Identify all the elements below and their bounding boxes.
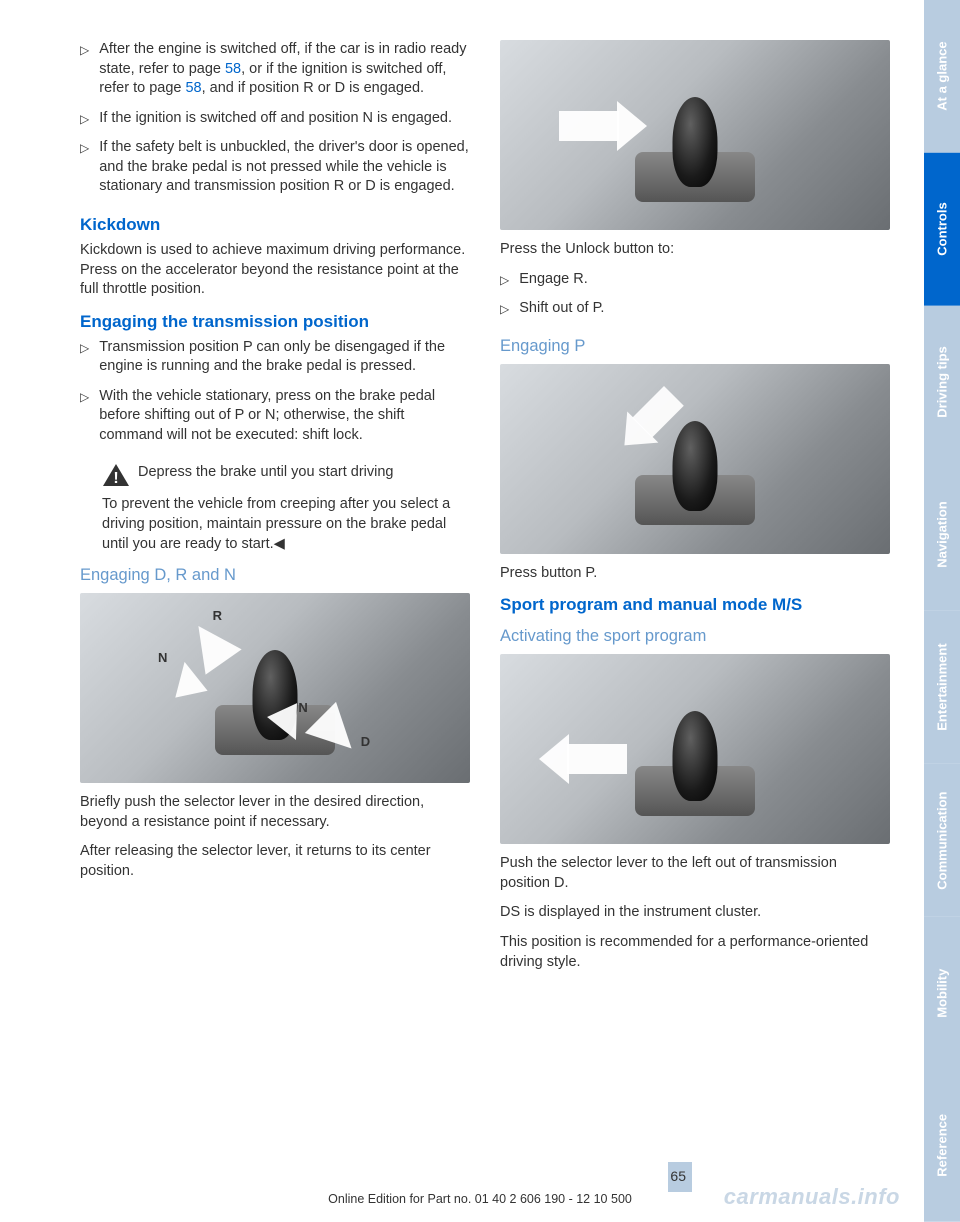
warning-block: ! Depress the brake until you start driv… [102,463,470,487]
page-link[interactable]: 58 [185,80,201,96]
list-item: ▷ With the vehicle stationary, press on … [80,387,470,446]
list-item: ▷ Transmission position P can only be di… [80,338,470,377]
left-column: ▷ After the engine is switched off, if t… [80,40,470,982]
tab-entertainment[interactable]: Entertainment [924,611,960,764]
tab-communication[interactable]: Communication [924,764,960,917]
warning-text: Depress the brake until you start drivin… [138,463,394,487]
label-n: N [298,700,307,715]
figure-shifter-drn: R N N D [80,593,470,783]
body-text: Kickdown is used to achieve maximum driv… [80,241,470,300]
heading-sport-mode: Sport program and manual mode M/S [500,595,890,615]
bullet-icon: ▷ [80,340,89,377]
list-item: ▷ Engage R. [500,270,890,290]
arrow-n-icon [168,658,207,697]
shifter-knob [673,711,718,801]
warning-body: To prevent the vehicle from creeping aft… [102,495,470,554]
body-text: Press button P. [500,564,890,584]
shifter-knob [673,97,718,187]
tab-mobility[interactable]: Mobility [924,917,960,1070]
list-text: Transmission position P can only be dise… [99,338,470,377]
bullet-icon: ▷ [80,140,89,197]
heading-engaging-drn: Engaging D, R and N [80,566,470,585]
list-text: After the engine is switched off, if the… [99,40,470,99]
page-number: 65 [670,1168,686,1184]
bullet-icon: ▷ [80,389,89,446]
label-r: R [213,608,222,623]
svg-text:!: ! [113,470,118,487]
body-text: Press the Unlock button to: [500,240,890,260]
shifter-knob [673,421,718,511]
heading-kickdown: Kickdown [80,215,470,235]
page-content: ▷ After the engine is switched off, if t… [0,0,890,982]
figure-engaging-p [500,364,890,554]
label-d: D [361,734,370,749]
side-tabs: At a glance Controls Driving tips Naviga… [924,0,960,1222]
heading-engaging-p: Engaging P [500,337,890,356]
watermark: carmanuals.info [724,1184,900,1210]
list-item: ▷ If the ignition is switched off and po… [80,109,470,129]
bullet-list-3: ▷ Engage R. ▷ Shift out of P. [500,270,890,319]
tab-navigation[interactable]: Navigation [924,458,960,611]
body-text: Briefly push the selector lever in the d… [80,793,470,832]
bullet-list-2: ▷ Transmission position P can only be di… [80,338,470,446]
warning-icon: ! [102,463,130,487]
tab-controls[interactable]: Controls [924,153,960,306]
list-text: If the ignition is switched off and posi… [99,109,452,129]
list-text: Shift out of P. [519,299,604,319]
list-text: If the safety belt is unbuckled, the dri… [99,138,470,197]
list-item: ▷ If the safety belt is unbuckled, the d… [80,138,470,197]
page-link[interactable]: 58 [225,61,241,77]
body-text: After releasing the selector lever, it r… [80,842,470,881]
list-item: ▷ After the engine is switched off, if t… [80,40,470,99]
list-text: Engage R. [519,270,588,290]
list-item: ▷ Shift out of P. [500,299,890,319]
figure-unlock-button [500,40,890,230]
body-text: This position is recommended for a perfo… [500,933,890,972]
bullet-icon: ▷ [80,42,89,99]
right-column: Press the Unlock button to: ▷ Engage R. … [500,40,890,982]
bullet-icon: ▷ [80,111,89,129]
heading-activating-sport: Activating the sport program [500,627,890,646]
text: , and if position R or D is engaged. [202,80,424,96]
figure-sport-mode [500,654,890,844]
tab-at-a-glance[interactable]: At a glance [924,0,960,153]
bullet-icon: ▷ [500,301,509,319]
body-text: DS is displayed in the instrument cluste… [500,903,890,923]
heading-engaging-position: Engaging the transmission position [80,312,470,332]
bullet-list-1: ▷ After the engine is switched off, if t… [80,40,470,197]
list-text: With the vehicle stationary, press on th… [99,387,470,446]
tab-driving-tips[interactable]: Driving tips [924,306,960,459]
bullet-icon: ▷ [500,272,509,290]
body-text: Push the selector lever to the left out … [500,854,890,893]
label-n: N [158,650,167,665]
